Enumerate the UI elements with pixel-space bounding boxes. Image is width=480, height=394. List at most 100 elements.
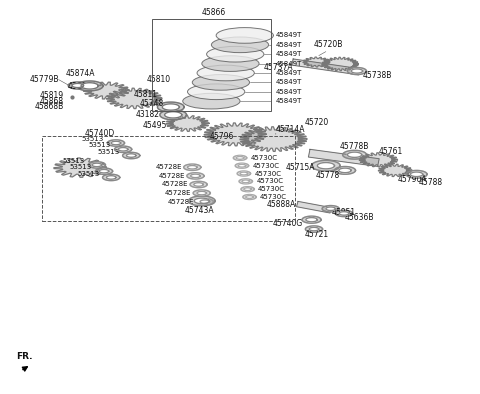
Polygon shape [243,195,256,199]
Polygon shape [197,191,206,195]
Text: 45740G: 45740G [273,219,303,228]
Text: 45868: 45868 [39,97,63,106]
Polygon shape [193,190,210,196]
Polygon shape [339,212,349,215]
Polygon shape [166,115,209,131]
Text: 45495: 45495 [143,121,168,130]
Text: 45888A: 45888A [267,200,296,209]
Polygon shape [242,180,250,183]
Polygon shape [72,84,84,87]
Polygon shape [107,88,162,109]
Ellipse shape [192,74,250,90]
Text: 45636B: 45636B [345,213,374,222]
Text: 45730C: 45730C [251,155,277,161]
Text: 45851: 45851 [332,208,356,217]
Polygon shape [111,141,120,145]
Polygon shape [88,162,106,168]
Text: 53513: 53513 [63,158,85,164]
Polygon shape [107,176,116,179]
Polygon shape [240,127,307,151]
Polygon shape [204,123,266,146]
Ellipse shape [197,65,254,81]
Polygon shape [303,57,330,67]
Text: 45721: 45721 [304,230,328,239]
Polygon shape [96,168,113,175]
Text: 45810: 45810 [147,75,171,84]
Polygon shape [81,83,98,89]
Polygon shape [410,172,423,177]
Polygon shape [84,82,129,99]
Polygon shape [157,102,184,112]
Polygon shape [68,82,87,89]
Polygon shape [244,188,252,191]
Polygon shape [160,110,187,120]
Text: 45849T: 45849T [276,51,302,57]
Text: 45720: 45720 [304,118,329,127]
Text: 45714A: 45714A [276,125,305,134]
Polygon shape [239,179,252,184]
Polygon shape [336,210,353,217]
Polygon shape [306,217,317,222]
Text: 45778B: 45778B [340,142,369,151]
Polygon shape [335,167,356,174]
Polygon shape [302,216,321,223]
Text: 45864A: 45864A [67,82,97,91]
Polygon shape [54,158,107,177]
Text: 45738B: 45738B [363,71,393,80]
Text: 45819: 45819 [39,91,63,100]
Polygon shape [406,171,427,178]
Text: 53513: 53513 [89,142,111,149]
Text: 45728E: 45728E [158,173,185,179]
Bar [152,19,271,111]
Polygon shape [339,168,351,173]
Polygon shape [305,226,323,232]
Text: 45778: 45778 [316,171,340,180]
Polygon shape [237,171,251,176]
Text: 45849T: 45849T [276,32,302,39]
Text: 45874A: 45874A [65,69,95,78]
Text: 45849T: 45849T [276,42,302,48]
Text: 53513: 53513 [82,136,104,142]
Text: 43182: 43182 [136,110,160,119]
Polygon shape [322,206,339,212]
Bar [42,136,295,221]
Polygon shape [348,67,366,74]
Text: 45737A: 45737A [264,63,293,72]
Polygon shape [317,163,335,169]
Text: 45849T: 45849T [276,79,302,85]
Text: 45849T: 45849T [276,61,302,67]
Polygon shape [326,207,336,210]
Polygon shape [292,59,360,75]
Text: 45740D: 45740D [85,128,115,138]
Polygon shape [187,173,204,179]
Polygon shape [322,57,359,71]
Polygon shape [165,112,182,118]
Polygon shape [188,165,197,169]
Text: 45868B: 45868B [34,102,63,111]
Text: 53513: 53513 [97,149,119,154]
Polygon shape [194,183,204,186]
Polygon shape [312,160,340,171]
Ellipse shape [206,46,264,62]
Polygon shape [297,201,331,213]
Text: 45761: 45761 [378,147,403,156]
Polygon shape [309,227,319,231]
Text: 45728E: 45728E [162,182,188,188]
Text: 45730C: 45730C [254,171,281,177]
Text: 45849T: 45849T [276,89,302,95]
Polygon shape [92,163,102,167]
Polygon shape [196,199,214,205]
Polygon shape [103,174,120,180]
Polygon shape [233,155,247,160]
Ellipse shape [211,37,269,53]
Polygon shape [235,163,249,168]
Polygon shape [76,81,103,91]
Ellipse shape [183,93,240,109]
Polygon shape [194,198,209,204]
Polygon shape [343,151,366,159]
Polygon shape [184,164,201,171]
Text: 45728E: 45728E [165,190,191,196]
Polygon shape [348,152,362,157]
Polygon shape [115,146,132,152]
Text: 45849T: 45849T [276,98,302,104]
